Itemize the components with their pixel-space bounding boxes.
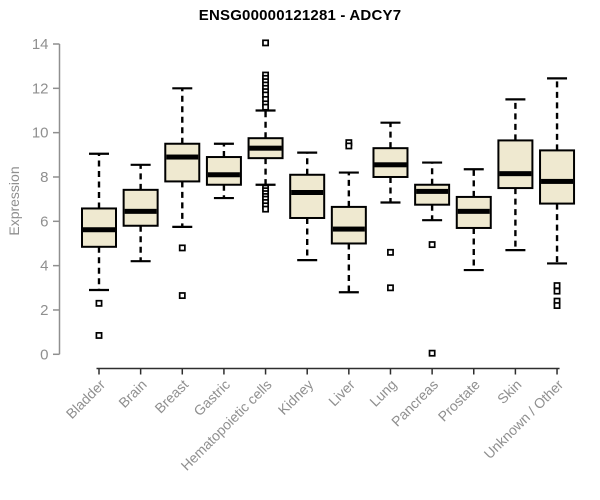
x-category-label: Brain	[115, 376, 149, 410]
x-category-label: Lung	[366, 376, 399, 409]
median-line	[541, 178, 574, 184]
y-tick-label: 10	[32, 125, 49, 142]
boxplot-gastric	[205, 142, 242, 200]
outlier-point	[262, 205, 270, 213]
y-tick-label: 8	[40, 169, 48, 186]
outlier-point	[95, 299, 103, 307]
outlier-point	[345, 142, 353, 150]
outlier-point	[553, 282, 561, 290]
x-category-label: Liver	[325, 376, 358, 409]
box	[122, 188, 159, 227]
median-line	[416, 188, 449, 194]
outlier-point	[178, 244, 186, 252]
boxplot-bladder	[81, 152, 117, 339]
box	[414, 183, 451, 206]
boxplot-kidney	[289, 151, 326, 262]
y-tick-label: 0	[40, 346, 48, 363]
box	[289, 173, 326, 219]
outlier-point	[387, 248, 394, 256]
median-line	[249, 145, 282, 151]
chart-title: ENSG00000121281 - ADCY7	[198, 7, 402, 24]
boxplot-unknown-other	[539, 77, 576, 309]
outlier-point	[178, 292, 186, 300]
median-line	[124, 208, 157, 214]
outlier-point	[262, 39, 270, 47]
median-line	[207, 172, 240, 178]
box	[205, 156, 242, 186]
outlier-point	[387, 284, 394, 292]
outlier-point	[428, 241, 436, 249]
y-axis: 0 2 4 6 8 10 12 14	[32, 36, 61, 363]
outlier-point	[95, 332, 103, 339]
x-category-label: Breast	[151, 376, 191, 416]
median-line	[166, 154, 199, 160]
box	[497, 139, 534, 190]
x-category-label: Kidney	[275, 376, 317, 418]
y-tick-label: 6	[40, 213, 48, 230]
y-tick-label: 4	[40, 258, 48, 275]
x-category-label: Prostate	[435, 376, 483, 424]
median-line	[83, 227, 115, 233]
outlier-point	[553, 302, 561, 309]
boxplot-prostate	[455, 168, 492, 272]
boxplot-brain	[122, 163, 159, 263]
median-line	[374, 162, 407, 168]
boxplot-breast	[164, 87, 201, 300]
boxplot-lung	[372, 121, 409, 292]
box	[330, 205, 367, 245]
y-tick-label: 14	[32, 36, 49, 53]
x-category-label: Bladder	[63, 376, 109, 422]
y-tick-label: 2	[40, 302, 48, 319]
y-tick-label: 12	[32, 80, 49, 97]
x-category-label: Skin	[494, 376, 525, 407]
median-line	[291, 190, 324, 196]
boxplot-liver	[330, 139, 367, 294]
median-line	[499, 171, 532, 177]
boxplot-pancreas	[414, 161, 451, 357]
median-line	[332, 226, 365, 232]
outlier-point	[553, 287, 561, 295]
boxplot-hematopoietic-cells	[247, 39, 284, 213]
x-category-label: Unknown / Other	[481, 376, 567, 462]
box	[539, 149, 576, 205]
outlier-point	[428, 349, 436, 357]
median-line	[457, 208, 490, 214]
outlier-point	[262, 103, 270, 111]
box	[164, 142, 201, 183]
boxplot-skin	[497, 98, 534, 252]
